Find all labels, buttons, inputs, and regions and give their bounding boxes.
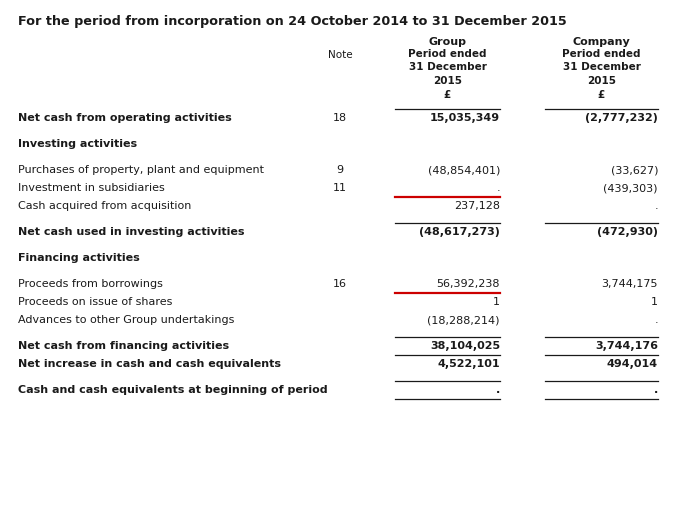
Text: 2015: 2015 <box>587 76 616 86</box>
Text: 56,392,238: 56,392,238 <box>437 279 500 289</box>
Text: 1: 1 <box>493 297 500 307</box>
Text: 15,035,349: 15,035,349 <box>430 113 500 123</box>
Text: 18: 18 <box>333 113 347 123</box>
Text: 3,744,175: 3,744,175 <box>601 279 658 289</box>
Text: .: . <box>496 183 500 193</box>
Text: 9: 9 <box>337 165 344 175</box>
Text: Net increase in cash and cash equivalents: Net increase in cash and cash equivalent… <box>18 359 281 369</box>
Text: Net cash used in investing activities: Net cash used in investing activities <box>18 227 244 237</box>
Text: Group: Group <box>428 37 466 47</box>
Text: (48,617,273): (48,617,273) <box>419 227 500 237</box>
Text: 1: 1 <box>651 297 658 307</box>
Text: Period ended: Period ended <box>562 49 640 59</box>
Text: Net cash from financing activities: Net cash from financing activities <box>18 341 229 351</box>
Text: Proceeds on issue of shares: Proceeds on issue of shares <box>18 297 172 307</box>
Text: (2,777,232): (2,777,232) <box>585 113 658 123</box>
Text: 2015: 2015 <box>433 76 462 86</box>
Text: Cash acquired from acquisition: Cash acquired from acquisition <box>18 201 191 211</box>
Text: £: £ <box>444 89 451 100</box>
Text: Period ended: Period ended <box>408 49 486 59</box>
Text: Note: Note <box>328 50 352 60</box>
Text: 38,104,025: 38,104,025 <box>430 341 500 351</box>
Text: Cash and cash equivalents at beginning of period: Cash and cash equivalents at beginning o… <box>18 385 328 395</box>
Text: (439,303): (439,303) <box>603 183 658 193</box>
Text: .: . <box>496 385 500 395</box>
Text: Financing activities: Financing activities <box>18 253 140 263</box>
Text: Purchases of property, plant and equipment: Purchases of property, plant and equipme… <box>18 165 264 175</box>
Text: (48,854,401): (48,854,401) <box>428 165 500 175</box>
Text: Advances to other Group undertakings: Advances to other Group undertakings <box>18 315 234 325</box>
Text: £: £ <box>598 89 605 100</box>
Text: Net cash from operating activities: Net cash from operating activities <box>18 113 232 123</box>
Text: 11: 11 <box>333 183 347 193</box>
Text: 31 December: 31 December <box>563 62 640 72</box>
Text: .: . <box>654 201 658 211</box>
Text: 494,014: 494,014 <box>607 359 658 369</box>
Text: For the period from incorporation on 24 October 2014 to 31 December 2015: For the period from incorporation on 24 … <box>18 15 567 28</box>
Text: 16: 16 <box>333 279 347 289</box>
Text: Company: Company <box>573 37 631 47</box>
Text: 237,128: 237,128 <box>454 201 500 211</box>
Text: .: . <box>654 385 658 395</box>
Text: 31 December: 31 December <box>409 62 486 72</box>
Text: (472,930): (472,930) <box>597 227 658 237</box>
Text: Investing activities: Investing activities <box>18 139 137 149</box>
Text: 3,744,176: 3,744,176 <box>595 341 658 351</box>
Text: 4,522,101: 4,522,101 <box>438 359 500 369</box>
Text: .: . <box>654 315 658 325</box>
Text: (18,288,214): (18,288,214) <box>428 315 500 325</box>
Text: Proceeds from borrowings: Proceeds from borrowings <box>18 279 163 289</box>
Text: Investment in subsidiaries: Investment in subsidiaries <box>18 183 164 193</box>
Text: (33,627): (33,627) <box>610 165 658 175</box>
